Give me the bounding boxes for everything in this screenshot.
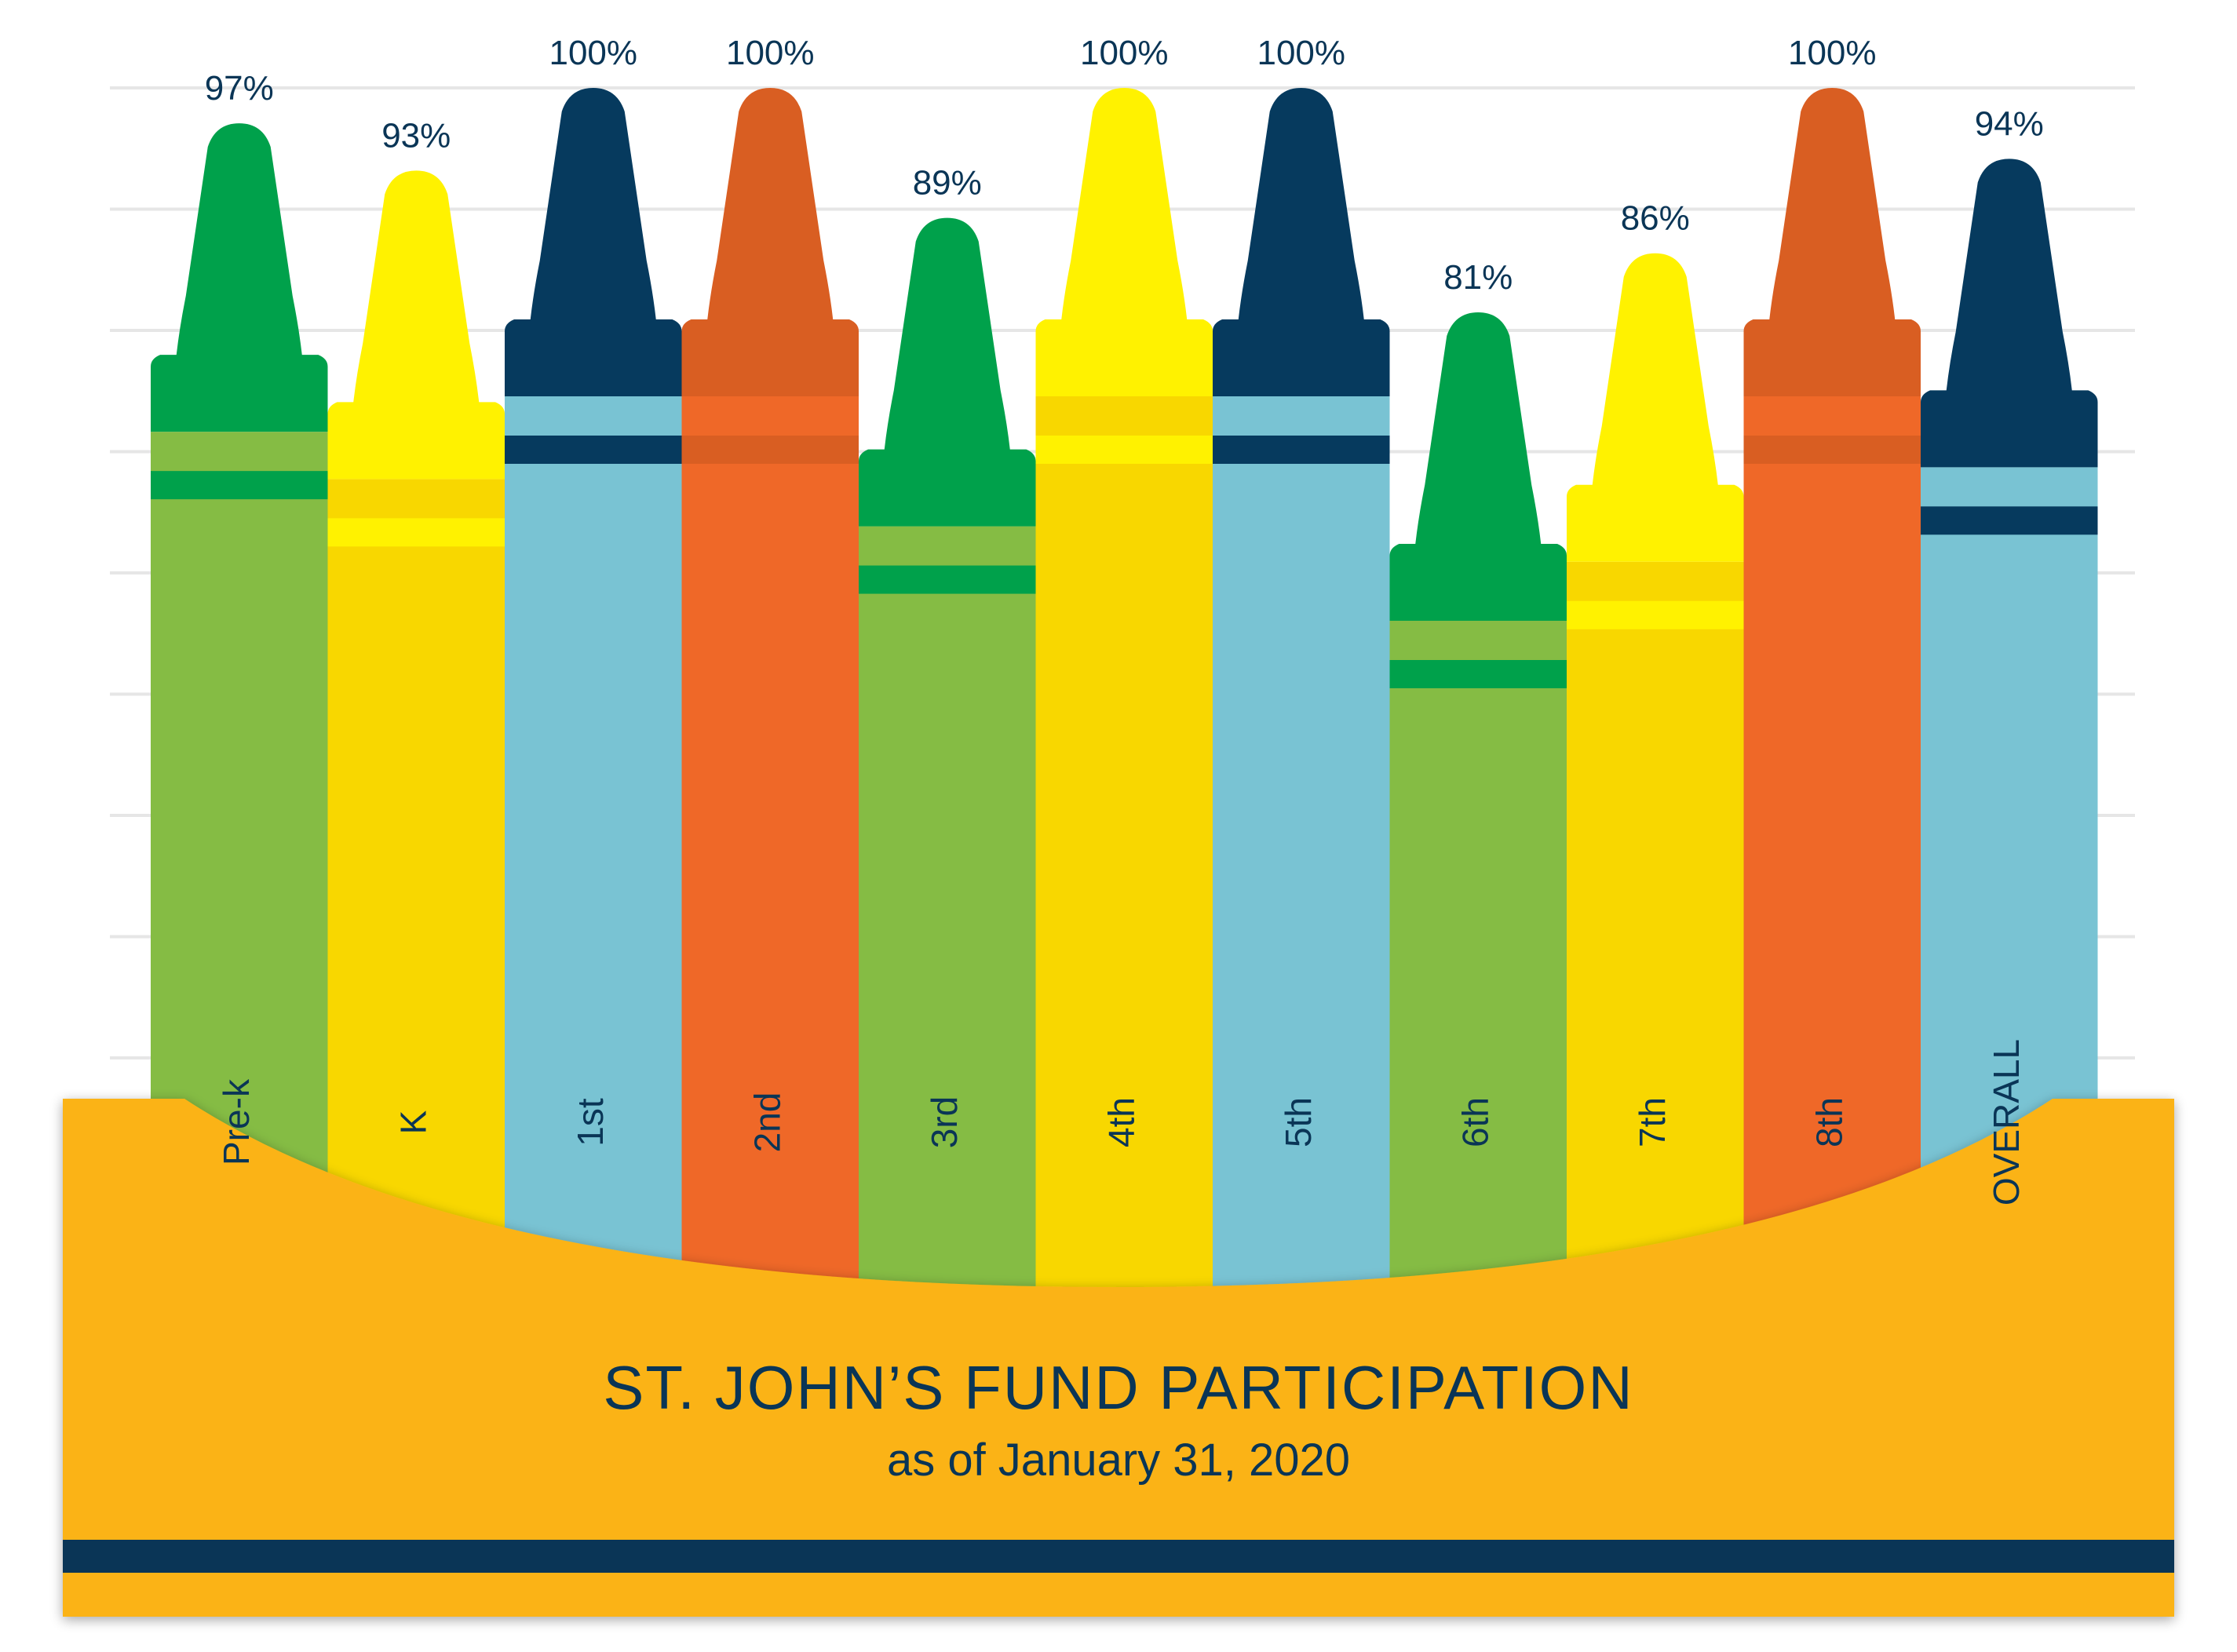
crayon-box: ST. JOHN’S FUND PARTICIPATION as of Janu… (63, 1099, 2174, 1617)
crayon-bar (1035, 88, 1213, 1318)
crayon-band (1213, 436, 1390, 464)
value-label: 100% (549, 34, 637, 72)
crayon-band (1921, 506, 2098, 535)
value-label: 93% (381, 116, 451, 155)
crayon-band (505, 436, 682, 464)
category-label: 4th (1100, 1097, 1141, 1147)
value-label: 86% (1621, 199, 1690, 238)
crayon-tip (681, 88, 859, 396)
crayon-wrapper (327, 479, 505, 1318)
crayon-bar (681, 88, 859, 1318)
crayon-bar (1567, 253, 1744, 1318)
value-label: 81% (1443, 258, 1513, 297)
crayon-band (1389, 660, 1567, 688)
crayon-bar (1743, 88, 1921, 1318)
crayon-wrapper (859, 526, 1036, 1318)
category-label: 3rd (924, 1096, 965, 1148)
crayon-bars (151, 88, 2098, 1318)
crayon-wrapper (505, 396, 682, 1318)
crayon-band (859, 565, 1036, 594)
value-label: 100% (726, 34, 815, 72)
crayon-bar (505, 88, 682, 1318)
crayon-wrapper (1389, 621, 1567, 1318)
value-label: 97% (205, 69, 274, 108)
chart-title: ST. JOHN’S FUND PARTICIPATION (603, 1353, 1633, 1422)
crayon-band (1743, 436, 1921, 464)
crayon-wrapper (681, 396, 859, 1318)
crayon-bar (1213, 88, 1390, 1318)
crayon-tip (327, 170, 505, 480)
value-label: 100% (1080, 34, 1169, 72)
crayon-tip (1213, 88, 1390, 396)
value-label: 100% (1788, 34, 1877, 72)
crayon-tip (505, 88, 682, 396)
chart-subtitle: as of January 31, 2020 (887, 1435, 1350, 1486)
crayon-wrapper (1035, 396, 1213, 1318)
crayon-band (327, 518, 505, 547)
crayon-bar (1389, 312, 1567, 1318)
category-label: 2nd (746, 1092, 787, 1153)
crayon-tip (859, 217, 1036, 527)
value-label: 100% (1257, 34, 1345, 72)
crayon-tip (1567, 253, 1744, 562)
crayon-tip (1035, 88, 1213, 396)
crayon-bar (327, 170, 505, 1318)
category-label: 6th (1454, 1097, 1495, 1147)
crayon-band (1035, 436, 1213, 464)
crayon-box-stripe (63, 1540, 2174, 1573)
value-label: 94% (1975, 104, 2044, 143)
value-labels: 97% 93% 100% 100% 89% 100% 100% 81% 86% 100% 94% (205, 34, 2044, 297)
category-label: 5th (1278, 1097, 1319, 1147)
category-label: Pre-k (216, 1078, 257, 1165)
category-label: 8th (1808, 1097, 1849, 1147)
crayon-band (151, 471, 328, 500)
crayon-wrapper (1743, 396, 1921, 1318)
crayon-wrapper (1213, 396, 1390, 1318)
category-labels: Pre-k K 1st 2nd 3rd 4th 5th 6th 7th 8th OVERALL (216, 1039, 2027, 1205)
category-label: OVERALL (1986, 1039, 2027, 1205)
crayon-tip (151, 123, 328, 432)
crayon-wrapper (1567, 561, 1744, 1318)
value-label: 89% (913, 164, 982, 202)
crayon-box-front (63, 1099, 2174, 1617)
crayon-tip (1389, 312, 1567, 621)
crayon-bar (859, 217, 1036, 1318)
category-label: 1st (570, 1098, 611, 1147)
category-label: 7th (1632, 1097, 1673, 1147)
category-label: K (392, 1110, 433, 1134)
crayon-band (1567, 600, 1744, 629)
crayon-tip (1921, 159, 2098, 468)
crayon-band (681, 436, 859, 464)
crayon-tip (1743, 88, 1921, 396)
